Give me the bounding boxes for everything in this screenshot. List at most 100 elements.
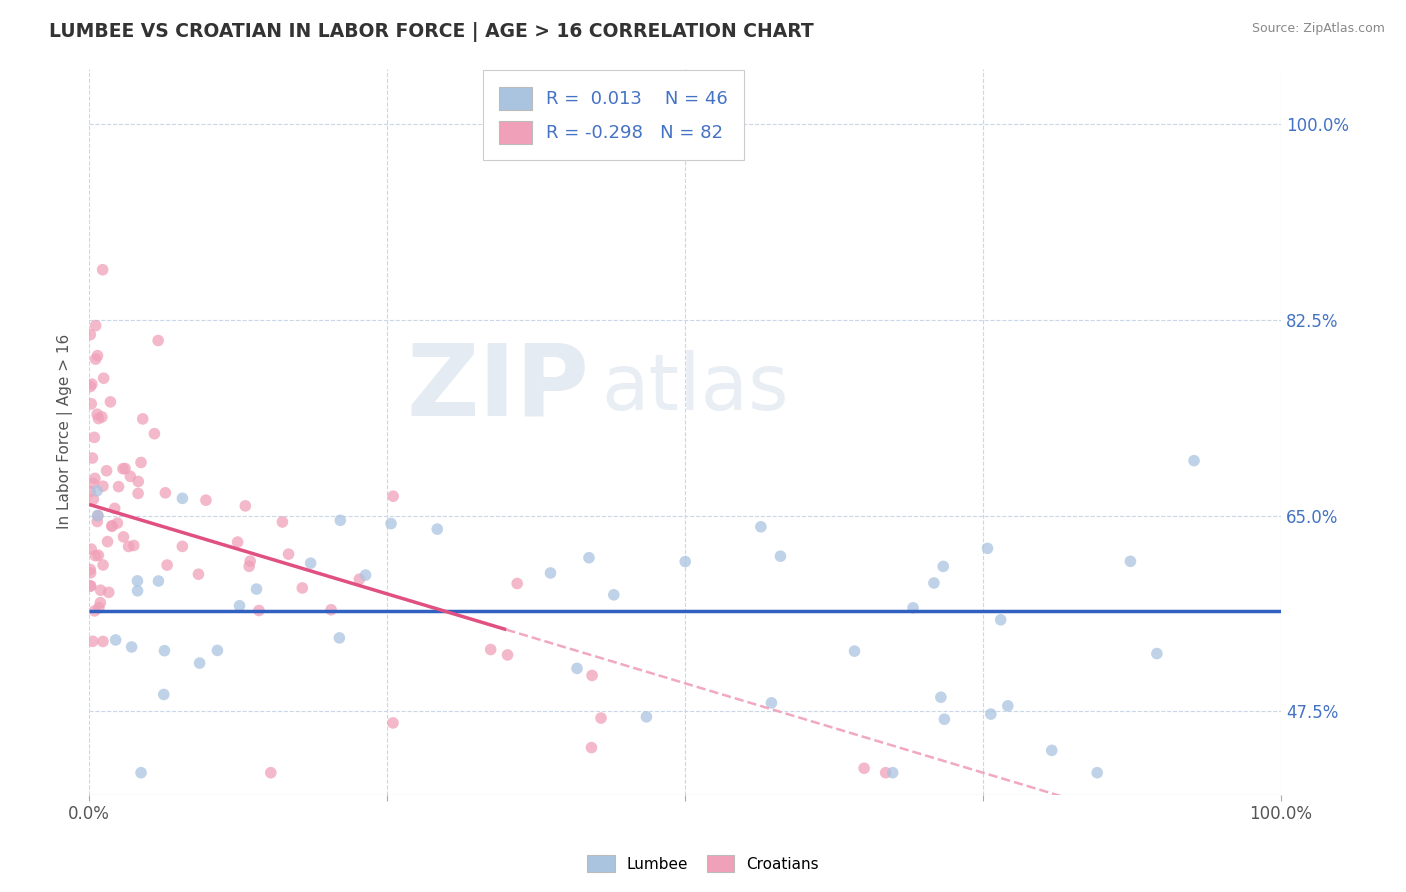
Point xyxy=(153,643,176,657)
Point xyxy=(749,520,772,534)
Point xyxy=(990,613,1012,627)
Point xyxy=(156,558,179,572)
Point xyxy=(100,519,122,533)
Legend: Lumbee, Croatians: Lumbee, Croatians xyxy=(579,847,827,880)
Point xyxy=(79,327,101,342)
Point xyxy=(84,318,107,333)
Point xyxy=(901,600,924,615)
Point xyxy=(96,534,118,549)
Point xyxy=(129,455,152,469)
Point xyxy=(922,576,945,591)
Point xyxy=(148,574,170,588)
Point xyxy=(90,583,112,598)
Point xyxy=(122,538,145,552)
Point xyxy=(540,566,562,580)
Point xyxy=(1146,647,1168,661)
Point xyxy=(976,541,998,556)
Point xyxy=(89,596,111,610)
Point xyxy=(238,559,260,574)
Point xyxy=(104,501,127,516)
Point xyxy=(129,765,152,780)
Point xyxy=(328,631,350,645)
Point xyxy=(87,411,110,425)
Point xyxy=(82,634,104,648)
Point xyxy=(479,642,502,657)
Point xyxy=(581,668,603,682)
Point xyxy=(91,479,114,493)
Point xyxy=(1119,554,1142,568)
Point xyxy=(207,643,229,657)
Point xyxy=(146,334,169,348)
Point xyxy=(354,568,377,582)
Point xyxy=(187,567,209,582)
Point xyxy=(496,648,519,662)
Point xyxy=(84,549,107,563)
Point xyxy=(100,395,122,409)
Point xyxy=(79,379,101,393)
Point xyxy=(1085,765,1108,780)
Point xyxy=(589,711,612,725)
Point xyxy=(506,576,529,591)
Point xyxy=(83,604,105,618)
Point xyxy=(117,540,139,554)
Point xyxy=(86,349,108,363)
Point xyxy=(87,508,110,523)
Point xyxy=(603,588,626,602)
Point xyxy=(87,600,110,615)
Y-axis label: In Labor Force | Age > 16: In Labor Force | Age > 16 xyxy=(58,334,73,530)
Point xyxy=(277,547,299,561)
Point xyxy=(93,371,115,385)
Point xyxy=(769,549,792,564)
Point xyxy=(105,516,128,530)
Point xyxy=(82,476,104,491)
Point xyxy=(82,492,104,507)
Point xyxy=(188,656,211,670)
Point xyxy=(97,585,120,599)
Text: ZIP: ZIP xyxy=(406,340,589,437)
Point xyxy=(104,632,127,647)
Text: Source: ZipAtlas.com: Source: ZipAtlas.com xyxy=(1251,22,1385,36)
Point xyxy=(271,515,294,529)
Point xyxy=(875,765,897,780)
Point xyxy=(1182,453,1205,467)
Point xyxy=(127,486,149,500)
Point xyxy=(84,471,107,485)
Point xyxy=(86,407,108,421)
Point xyxy=(91,262,114,277)
Point xyxy=(980,707,1002,722)
Point xyxy=(172,491,194,506)
Point xyxy=(239,554,262,568)
Point xyxy=(101,519,124,533)
Point xyxy=(853,761,876,775)
Point xyxy=(934,712,956,726)
Point xyxy=(932,559,955,574)
Point xyxy=(120,469,142,483)
Point xyxy=(578,550,600,565)
Point xyxy=(79,562,101,576)
Point xyxy=(80,542,103,557)
Point xyxy=(111,461,134,475)
Point xyxy=(127,574,149,588)
Point xyxy=(79,579,101,593)
Point xyxy=(761,696,783,710)
Point xyxy=(132,412,155,426)
Point xyxy=(87,549,110,563)
Point xyxy=(79,566,101,580)
Point xyxy=(91,558,114,572)
Point xyxy=(86,483,108,498)
Point xyxy=(112,530,135,544)
Point xyxy=(299,556,322,570)
Point xyxy=(247,603,270,617)
Point xyxy=(226,535,249,549)
Point xyxy=(107,480,129,494)
Legend: R =  0.013    N = 46, R = -0.298   N = 82: R = 0.013 N = 46, R = -0.298 N = 82 xyxy=(482,70,744,160)
Text: LUMBEE VS CROATIAN IN LABOR FORCE | AGE > 16 CORRELATION CHART: LUMBEE VS CROATIAN IN LABOR FORCE | AGE … xyxy=(49,22,814,42)
Point xyxy=(260,765,283,780)
Point xyxy=(86,508,108,523)
Point xyxy=(245,582,267,596)
Point xyxy=(90,409,112,424)
Point xyxy=(673,555,696,569)
Point xyxy=(80,377,103,392)
Point xyxy=(929,690,952,705)
Point xyxy=(86,515,108,529)
